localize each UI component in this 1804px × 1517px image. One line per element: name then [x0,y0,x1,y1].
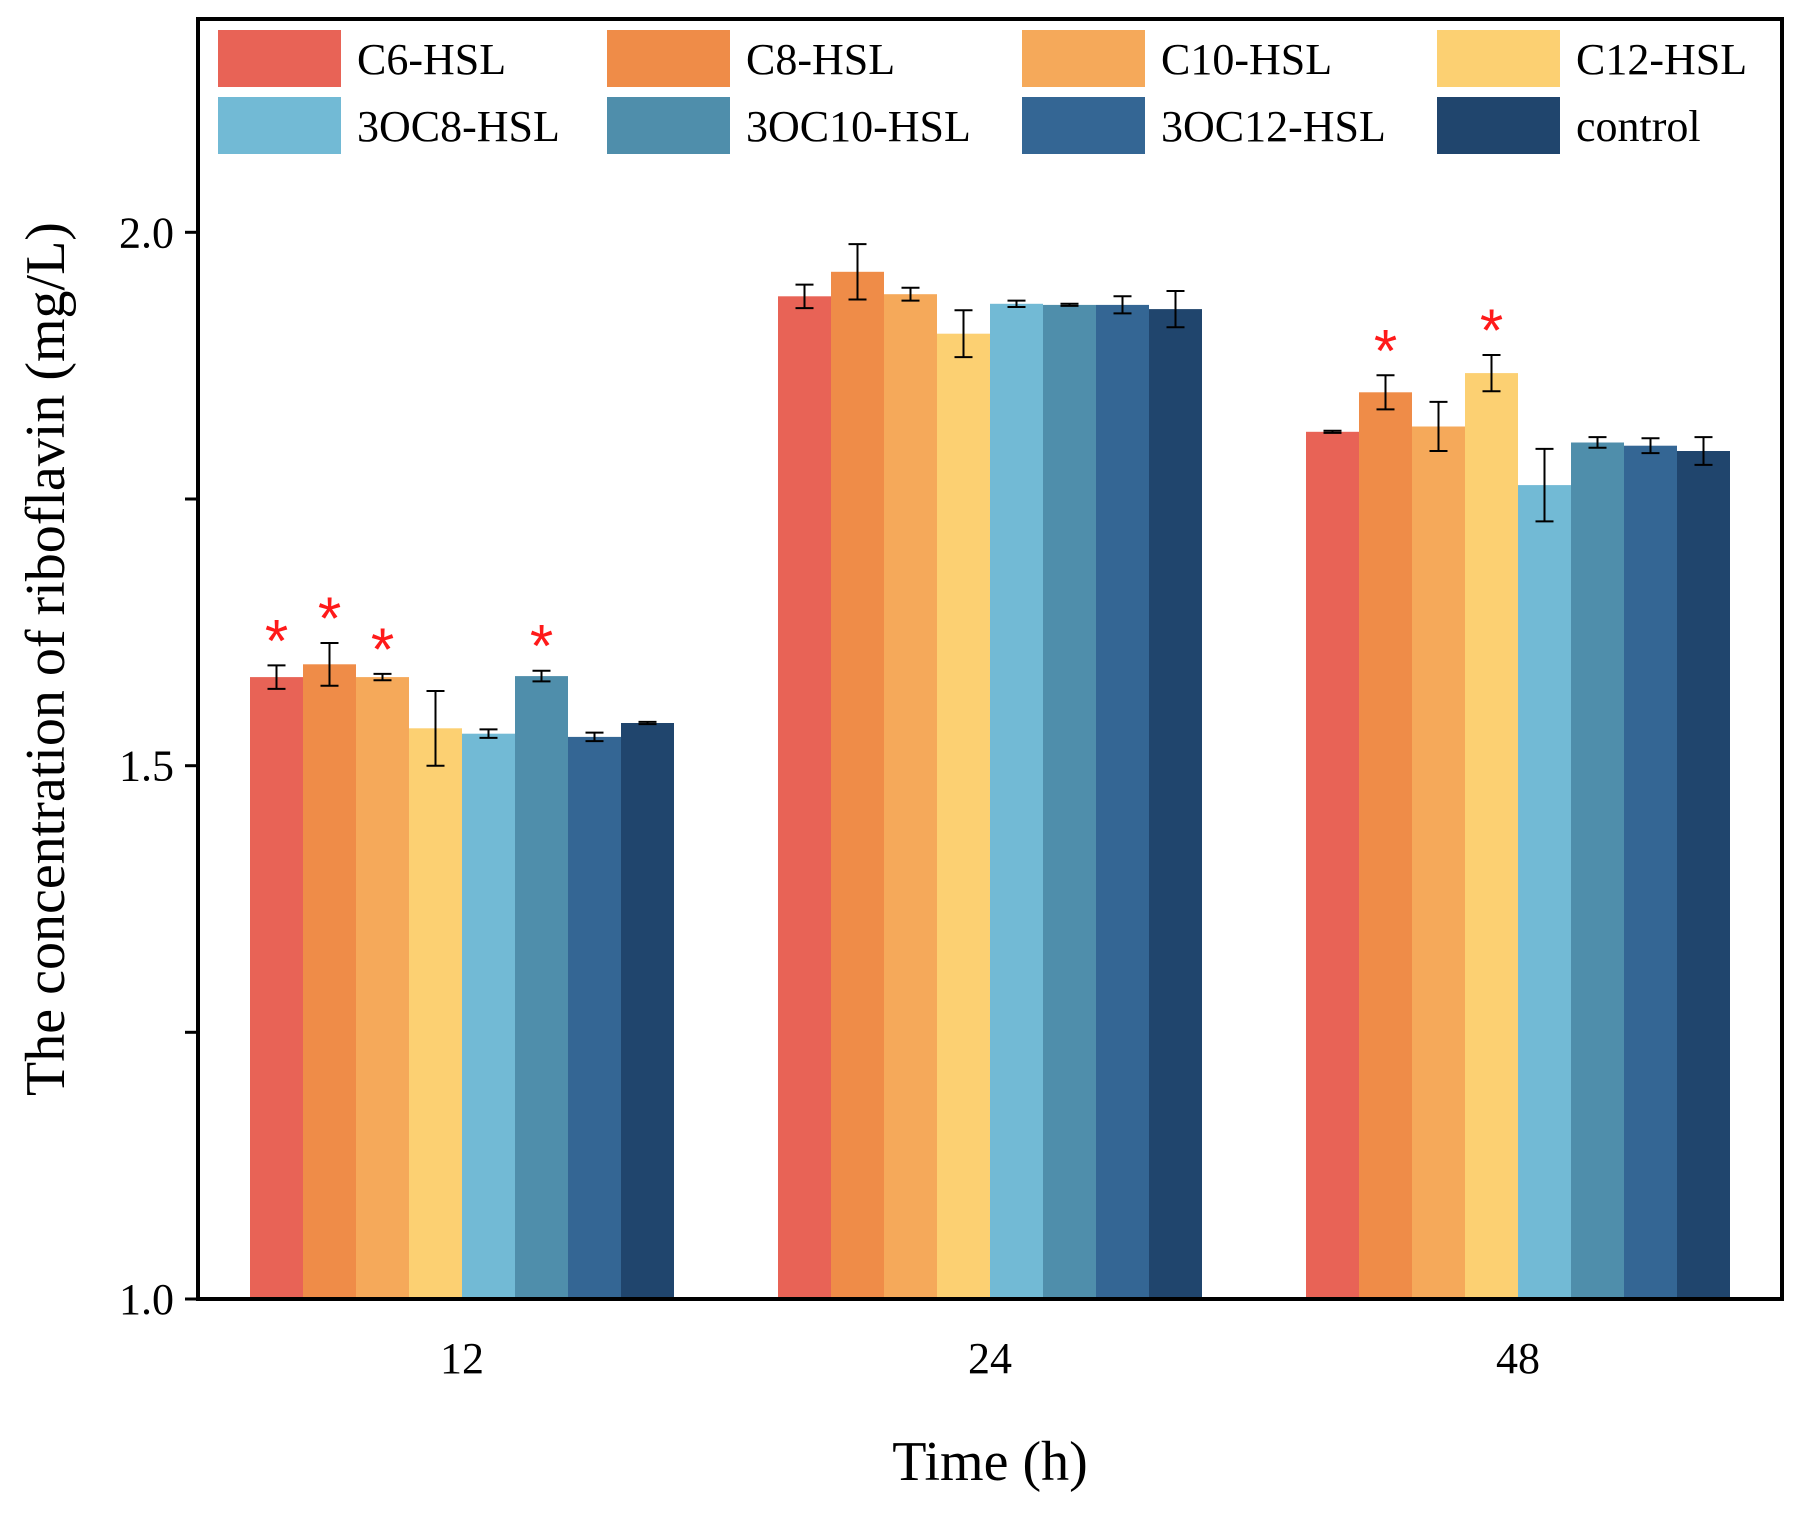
legend-swatch [1437,97,1560,154]
legend-label: C6-HSL [357,35,506,84]
bar-3oc8-hsl-24h [990,303,1043,1299]
x-axis: 12 24 48 [440,1334,1540,1383]
bar-3oc12-hsl-12h [568,736,621,1299]
bar-c12-hsl-48h [1465,373,1518,1300]
bar-c10-hsl-24h [884,294,937,1299]
legend-swatch [218,97,341,154]
bar-c8-hsl-48h [1359,392,1412,1299]
x-tick-label: 24 [968,1334,1012,1383]
significance-mark: * [265,607,288,674]
y-tick-label: 1.5 [119,742,174,791]
bar-c10-hsl-12h [356,677,409,1299]
significance-mark: * [530,613,553,680]
error-bars-layer [267,243,1713,767]
bar-3oc8-hsl-12h [462,733,515,1299]
bar-c8-hsl-24h [831,271,884,1299]
legend-label: C12-HSL [1576,35,1747,84]
bar-c12-hsl-12h [409,728,462,1299]
bar-control-48h [1677,451,1730,1299]
bar-c6-hsl-48h [1306,431,1359,1299]
legend-swatch [1022,97,1145,154]
y-tick-label: 2.0 [119,208,174,257]
bar-3oc10-hsl-24h [1043,304,1096,1299]
bar-c12-hsl-24h [937,333,990,1299]
significance-mark: * [1374,317,1397,384]
significance-layer: * * * * * * [265,297,1503,683]
y-axis: 1.0 1.5 2.0 [119,208,198,1324]
bar-3oc10-hsl-12h [515,676,568,1299]
legend-label: control [1576,102,1701,151]
y-tick-label: 1.0 [119,1275,174,1324]
legend-label: C10-HSL [1161,35,1332,84]
bar-control-12h [621,723,674,1299]
legend-swatch [218,30,341,87]
x-tick-label: 12 [440,1334,484,1383]
x-tick-label: 48 [1496,1334,1540,1383]
significance-mark: * [1480,297,1503,364]
legend-swatch [607,97,730,154]
significance-mark: * [371,616,394,683]
bar-control-24h [1149,309,1202,1300]
legend-swatch [607,30,730,87]
legend-label: C8-HSL [746,35,895,84]
bar-3oc10-hsl-48h [1571,442,1624,1299]
bar-c6-hsl-24h [778,296,831,1299]
legend-swatch [1022,30,1145,87]
significance-mark: * [318,585,341,652]
bar-c8-hsl-12h [303,664,356,1299]
x-axis-title: Time (h) [892,1431,1088,1493]
bar-3oc12-hsl-48h [1624,445,1677,1299]
bar-c10-hsl-48h [1412,426,1465,1299]
bar-c6-hsl-12h [250,677,303,1299]
legend-label: 3OC12-HSL [1161,102,1386,151]
plot-frame [196,17,1784,1301]
legend: C6-HSL C8-HSL C10-HSL C12-HSL 3OC8-HSL 3OC10-… [218,30,1747,154]
legend-swatch [1437,30,1560,87]
legend-label: 3OC8-HSL [357,102,560,151]
y-axis-title: The concentration of riboflavin (mg/L) [15,222,77,1096]
bar-3oc12-hsl-24h [1096,304,1149,1299]
bars-layer [250,271,1730,1300]
legend-label: 3OC10-HSL [746,102,971,151]
bar-3oc8-hsl-48h [1518,485,1571,1300]
